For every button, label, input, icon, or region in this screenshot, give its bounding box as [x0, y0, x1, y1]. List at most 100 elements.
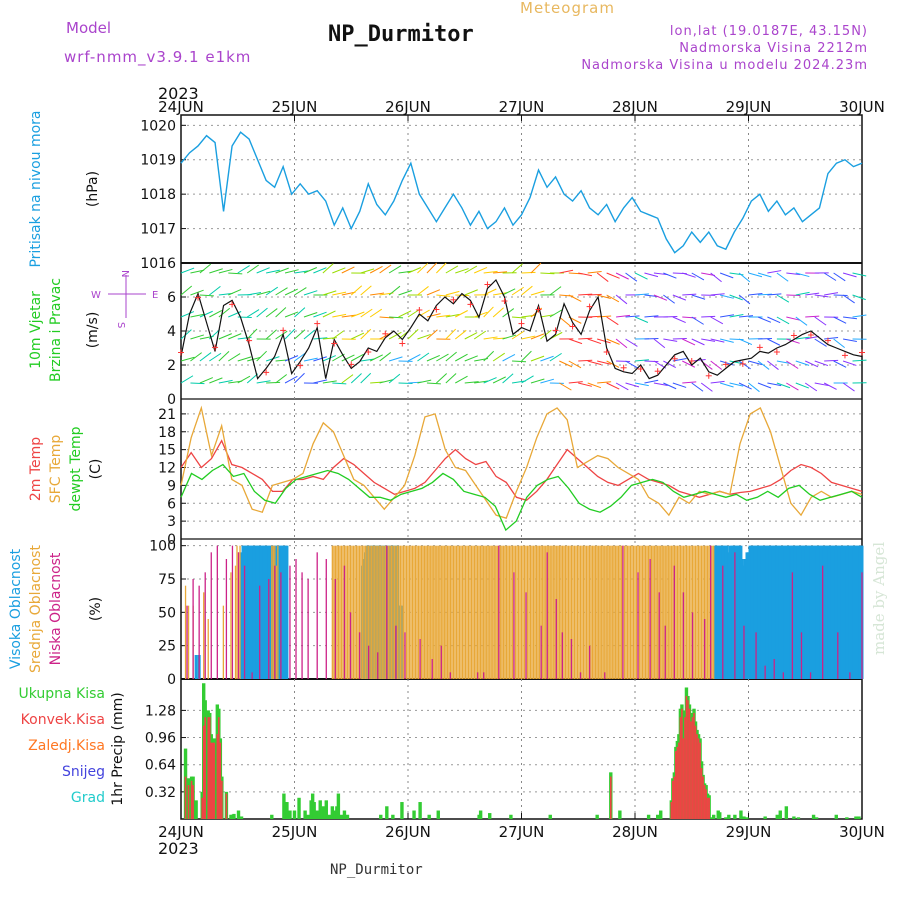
- precip-bar-conv: [208, 717, 211, 819]
- cloud-bar-mid: [572, 545, 574, 679]
- cloud-bar-high: [716, 545, 720, 679]
- cloud-bar-mid: [558, 545, 560, 679]
- precip-bar-conv: [192, 785, 194, 819]
- wind-arrow: [530, 355, 545, 362]
- cloud-bar-mid: [466, 545, 468, 679]
- cloud-bar-low: [289, 565, 291, 679]
- precip-bar-total: [312, 802, 316, 819]
- precip-bar-total: [845, 817, 849, 819]
- cloud-bar-low: [849, 672, 851, 679]
- cloud-bar-high: [809, 545, 813, 679]
- cloud-bar-low: [561, 632, 564, 679]
- cloud-label-mid: Srednja Oblacnost: [28, 545, 44, 673]
- cloud-bar-low: [637, 572, 639, 679]
- wind-arrow: [218, 268, 233, 274]
- cloud-bar-mid: [531, 545, 533, 679]
- cloud-bar-low: [440, 645, 442, 679]
- cloud-bar-mid: [448, 545, 450, 679]
- wind-arrow: [511, 263, 523, 274]
- precip-bar-total: [792, 816, 796, 819]
- cloud-bar-low: [755, 632, 757, 679]
- precip-bar-conv: [681, 708, 683, 819]
- precip-bar-total: [775, 814, 779, 819]
- cloud-bar-mid: [430, 545, 432, 679]
- wind-arrow: [691, 272, 705, 281]
- cloud-bar-high: [760, 545, 764, 679]
- cloud-bar-mid: [647, 545, 650, 679]
- cloud-bar-high: [727, 552, 731, 679]
- wind-arrow: [795, 336, 810, 340]
- wind-arrow: [767, 270, 782, 274]
- precip-bar-conv: [676, 746, 679, 819]
- cloud-bar-high: [246, 545, 250, 679]
- cloud-bar-high: [261, 545, 265, 679]
- cloud-bar-mid: [337, 545, 340, 679]
- wind-arrow: [360, 358, 375, 362]
- cloud-bar-mid: [607, 545, 609, 679]
- precip-bar-conv: [706, 797, 709, 819]
- wind-arrow: [313, 267, 327, 274]
- cloud-bar-low: [773, 659, 775, 679]
- wind-arrow: [578, 382, 592, 387]
- precip-bar-conv: [685, 695, 688, 819]
- wind-arrow: [691, 338, 705, 346]
- y-tick-label: 0.96: [145, 731, 176, 747]
- wind-arrow: [398, 270, 413, 274]
- wind-arrow: [190, 352, 202, 362]
- cloud-bar-mid: [596, 545, 598, 679]
- y-tick-label: 18: [158, 425, 176, 441]
- wind-arrow: [559, 382, 572, 391]
- wind-arrow: [843, 316, 858, 320]
- wind-arrow: [474, 311, 488, 318]
- cloud-bar-low: [822, 565, 824, 679]
- cloud-bar-high: [815, 545, 819, 679]
- wind-arrow: [464, 355, 478, 362]
- wind-arrow: [284, 328, 296, 340]
- wind-arrow: [814, 338, 827, 347]
- y-tick-label: 0: [167, 532, 176, 548]
- cloud-bar-mid: [363, 545, 365, 679]
- wind-arrow: [767, 382, 782, 387]
- cloud-bar-mid: [489, 545, 491, 679]
- cloud-bar-low: [377, 652, 379, 679]
- cloud-bar-high: [846, 545, 850, 679]
- cloud-bar-high: [748, 545, 752, 679]
- cloud-bar-mid: [360, 545, 362, 679]
- precip-bar-conv: [684, 717, 686, 819]
- cloud-bar-mid: [358, 545, 361, 679]
- wind-arrow: [266, 381, 281, 384]
- precip-bar-conv: [679, 717, 682, 819]
- cloud-bar-high: [804, 545, 808, 679]
- cloud-bar-high: [845, 545, 849, 679]
- wind-arrow: [266, 269, 280, 274]
- wind-arrow: [379, 316, 394, 319]
- wind-arrow: [445, 290, 460, 296]
- wind-arrow: [814, 360, 829, 367]
- cloud-bar-high: [730, 545, 734, 679]
- precip-bar-total: [857, 816, 861, 819]
- wind-arrow: [795, 316, 808, 326]
- wind-arrow: [634, 316, 649, 323]
- y-tick-label: 1016: [140, 256, 176, 272]
- temp-line-dew: [180, 463, 863, 532]
- wind-arrow: [199, 310, 213, 318]
- wind-arrow: [322, 355, 336, 362]
- wind-arrow: [720, 294, 734, 299]
- wind-arrow: [294, 307, 306, 318]
- cloud-bar-high: [769, 545, 773, 679]
- cloud-bar-mid: [428, 545, 430, 679]
- cloud-bar-mid: [470, 545, 473, 679]
- wind-arrow: [824, 292, 839, 296]
- cloud-bar-low: [268, 579, 270, 679]
- wind-arrow: [568, 360, 582, 369]
- wind-arrow: [426, 354, 440, 362]
- precip-bar-conv: [219, 742, 222, 819]
- cloud-bar-mid: [523, 545, 526, 679]
- cloud-bar-mid: [681, 545, 683, 679]
- cloud-bar-mid: [372, 545, 374, 679]
- cloud-bar-mid: [390, 545, 393, 679]
- wind-arrow: [578, 272, 593, 277]
- cloud-bar-high: [858, 545, 862, 679]
- cloud-bar-mid: [442, 545, 444, 679]
- cloud-bar-mid: [561, 545, 564, 679]
